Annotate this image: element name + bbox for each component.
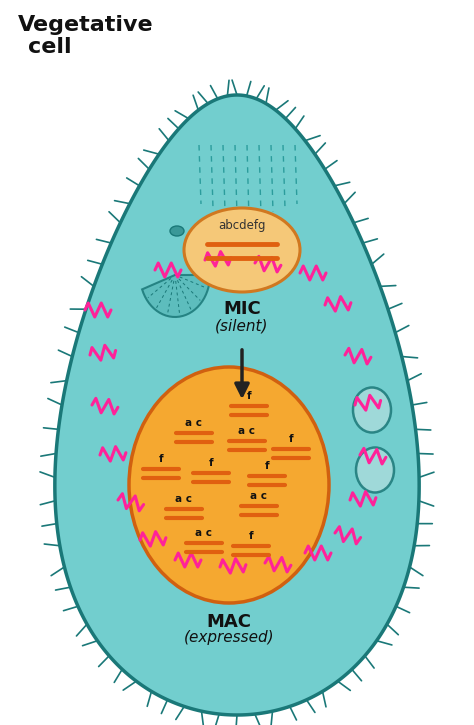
- Text: f: f: [209, 458, 213, 468]
- Text: MAC: MAC: [207, 613, 252, 631]
- Text: f: f: [264, 461, 269, 471]
- Polygon shape: [55, 95, 419, 715]
- Text: abcdefg: abcdefg: [218, 219, 266, 232]
- Text: f: f: [249, 531, 253, 541]
- Ellipse shape: [184, 208, 300, 292]
- Ellipse shape: [353, 387, 391, 433]
- Ellipse shape: [356, 447, 394, 492]
- Text: (silent): (silent): [215, 318, 269, 333]
- Text: a c: a c: [250, 491, 267, 501]
- Text: a c: a c: [185, 418, 202, 428]
- Ellipse shape: [129, 367, 329, 603]
- Text: cell: cell: [28, 37, 72, 57]
- Text: Vegetative: Vegetative: [18, 15, 154, 35]
- Text: a c: a c: [195, 528, 212, 538]
- Text: f: f: [159, 454, 164, 464]
- Polygon shape: [142, 275, 210, 317]
- Ellipse shape: [170, 226, 184, 236]
- Text: f: f: [246, 391, 251, 401]
- Text: (expressed): (expressed): [184, 630, 274, 645]
- Text: MIC: MIC: [223, 300, 261, 318]
- Text: a c: a c: [175, 494, 192, 504]
- Text: f: f: [289, 434, 293, 444]
- Text: a c: a c: [238, 426, 255, 436]
